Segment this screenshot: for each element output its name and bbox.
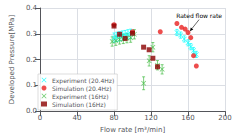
svg-text:Rated flow rate: Rated flow rate [176, 12, 222, 19]
svg-text:200: 200 [218, 114, 231, 122]
svg-text:Flow rate [m³/min]: Flow rate [m³/min] [100, 126, 166, 134]
svg-text:40: 40 [73, 114, 82, 122]
svg-text:Developed Pressure[MPa]: Developed Pressure[MPa] [8, 15, 16, 105]
svg-text:160: 160 [181, 114, 194, 122]
svg-text:Experiment (16Hz): Experiment (16Hz) [52, 93, 109, 101]
svg-text:0: 0 [38, 114, 42, 122]
svg-text:0.0: 0.0 [26, 107, 37, 115]
svg-text:0.3: 0.3 [26, 30, 37, 38]
svg-text:80: 80 [110, 114, 119, 122]
svg-text:0.4: 0.4 [26, 4, 38, 12]
svg-text:Simulation (16Hz): Simulation (16Hz) [52, 101, 106, 108]
svg-text:Simulation (20.4Hz): Simulation (20.4Hz) [52, 85, 112, 92]
svg-text:Experiment (20.4Hz): Experiment (20.4Hz) [52, 77, 114, 85]
svg-text:120: 120 [144, 114, 157, 122]
svg-text:0.1: 0.1 [26, 81, 37, 89]
svg-text:0.2: 0.2 [26, 56, 37, 64]
